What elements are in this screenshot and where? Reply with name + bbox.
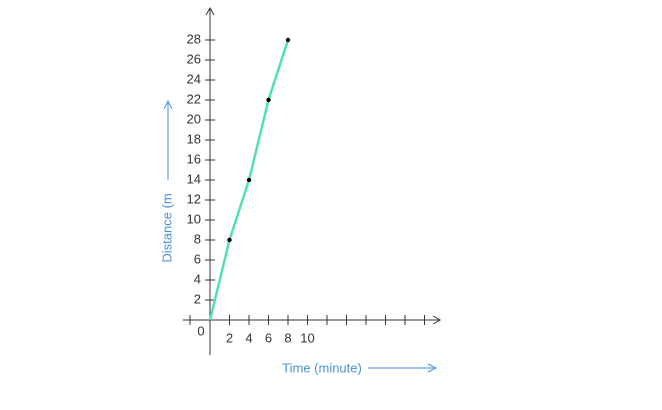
origin-label: 0 — [197, 323, 204, 338]
y-tick-label: 18 — [187, 131, 201, 146]
y-axis-label: Distance (m — [159, 193, 174, 262]
y-axis-arrow — [205, 6, 215, 16]
y-tick-label: 14 — [187, 171, 201, 186]
x-axis-arrow — [432, 315, 442, 325]
y-tick-label: 26 — [187, 51, 201, 66]
x-tick-label: 6 — [265, 330, 272, 345]
y-tick-label: 28 — [187, 31, 201, 46]
x-tick-label: 4 — [245, 330, 252, 345]
data-point — [285, 37, 291, 43]
y-tick-label: 16 — [187, 151, 201, 166]
y-tick-label: 4 — [194, 271, 201, 286]
y-tick-label: 8 — [194, 231, 201, 246]
y-tick-label: 12 — [187, 191, 201, 206]
x-label-arrow — [368, 363, 438, 373]
y-tick-label: 24 — [187, 71, 201, 86]
y-label-arrow — [163, 99, 173, 180]
y-tick-label: 6 — [194, 251, 201, 266]
data-point — [266, 97, 271, 103]
y-tick-label: 10 — [187, 211, 201, 226]
y-tick-label: 20 — [187, 111, 201, 126]
x-axis-label: Time (minute) — [282, 360, 362, 375]
data-point — [227, 237, 232, 243]
x-tick-label: 10 — [300, 330, 314, 345]
y-tick-label: 2 — [194, 291, 201, 306]
x-tick-label: 2 — [226, 330, 233, 345]
x-tick-label: 8 — [284, 330, 291, 345]
data-point — [246, 177, 252, 183]
y-tick-label: 22 — [187, 91, 201, 106]
